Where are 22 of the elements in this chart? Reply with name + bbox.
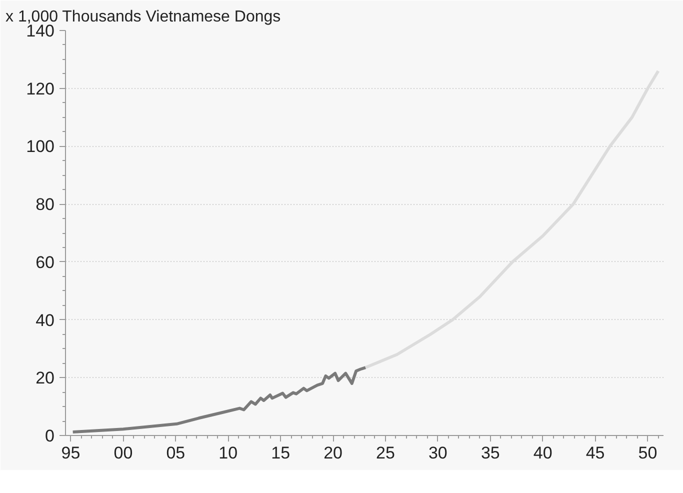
x-tick-label: 10	[218, 444, 238, 462]
x-tick-label: 40	[533, 444, 552, 462]
x-tick-label: 00	[114, 444, 133, 462]
x-tick-label: 35	[480, 444, 500, 462]
y-tick-label: 120	[26, 79, 55, 98]
x-tick-label: 30	[428, 444, 448, 462]
y-tick-label: 0	[45, 426, 55, 446]
line-series	[364, 70, 660, 370]
y-tick-label: 60	[36, 252, 55, 272]
x-tick-label: 05	[166, 444, 186, 462]
line-series	[71, 366, 368, 434]
x-tick-label: 20	[324, 444, 342, 462]
y-tick-label: 100	[26, 137, 55, 156]
y-axis-title: x 1,000 Thousands Vietnamese Dongs	[6, 8, 281, 26]
x-tick-label: 45	[586, 444, 605, 462]
x-tick-label: 15	[271, 444, 290, 462]
y-tick-label: 20	[36, 368, 55, 388]
x-tick-label: 50	[638, 444, 658, 462]
y-tick-label: 80	[36, 195, 55, 214]
y-tick-label: 40	[36, 310, 55, 330]
x-tick-label: 95	[61, 444, 80, 462]
x-tick-label: 25	[376, 444, 395, 462]
